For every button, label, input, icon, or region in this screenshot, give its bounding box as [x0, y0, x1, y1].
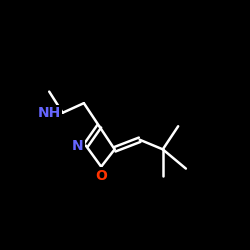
Text: NH: NH: [38, 106, 61, 120]
Text: N: N: [72, 138, 84, 152]
Text: O: O: [95, 168, 107, 182]
